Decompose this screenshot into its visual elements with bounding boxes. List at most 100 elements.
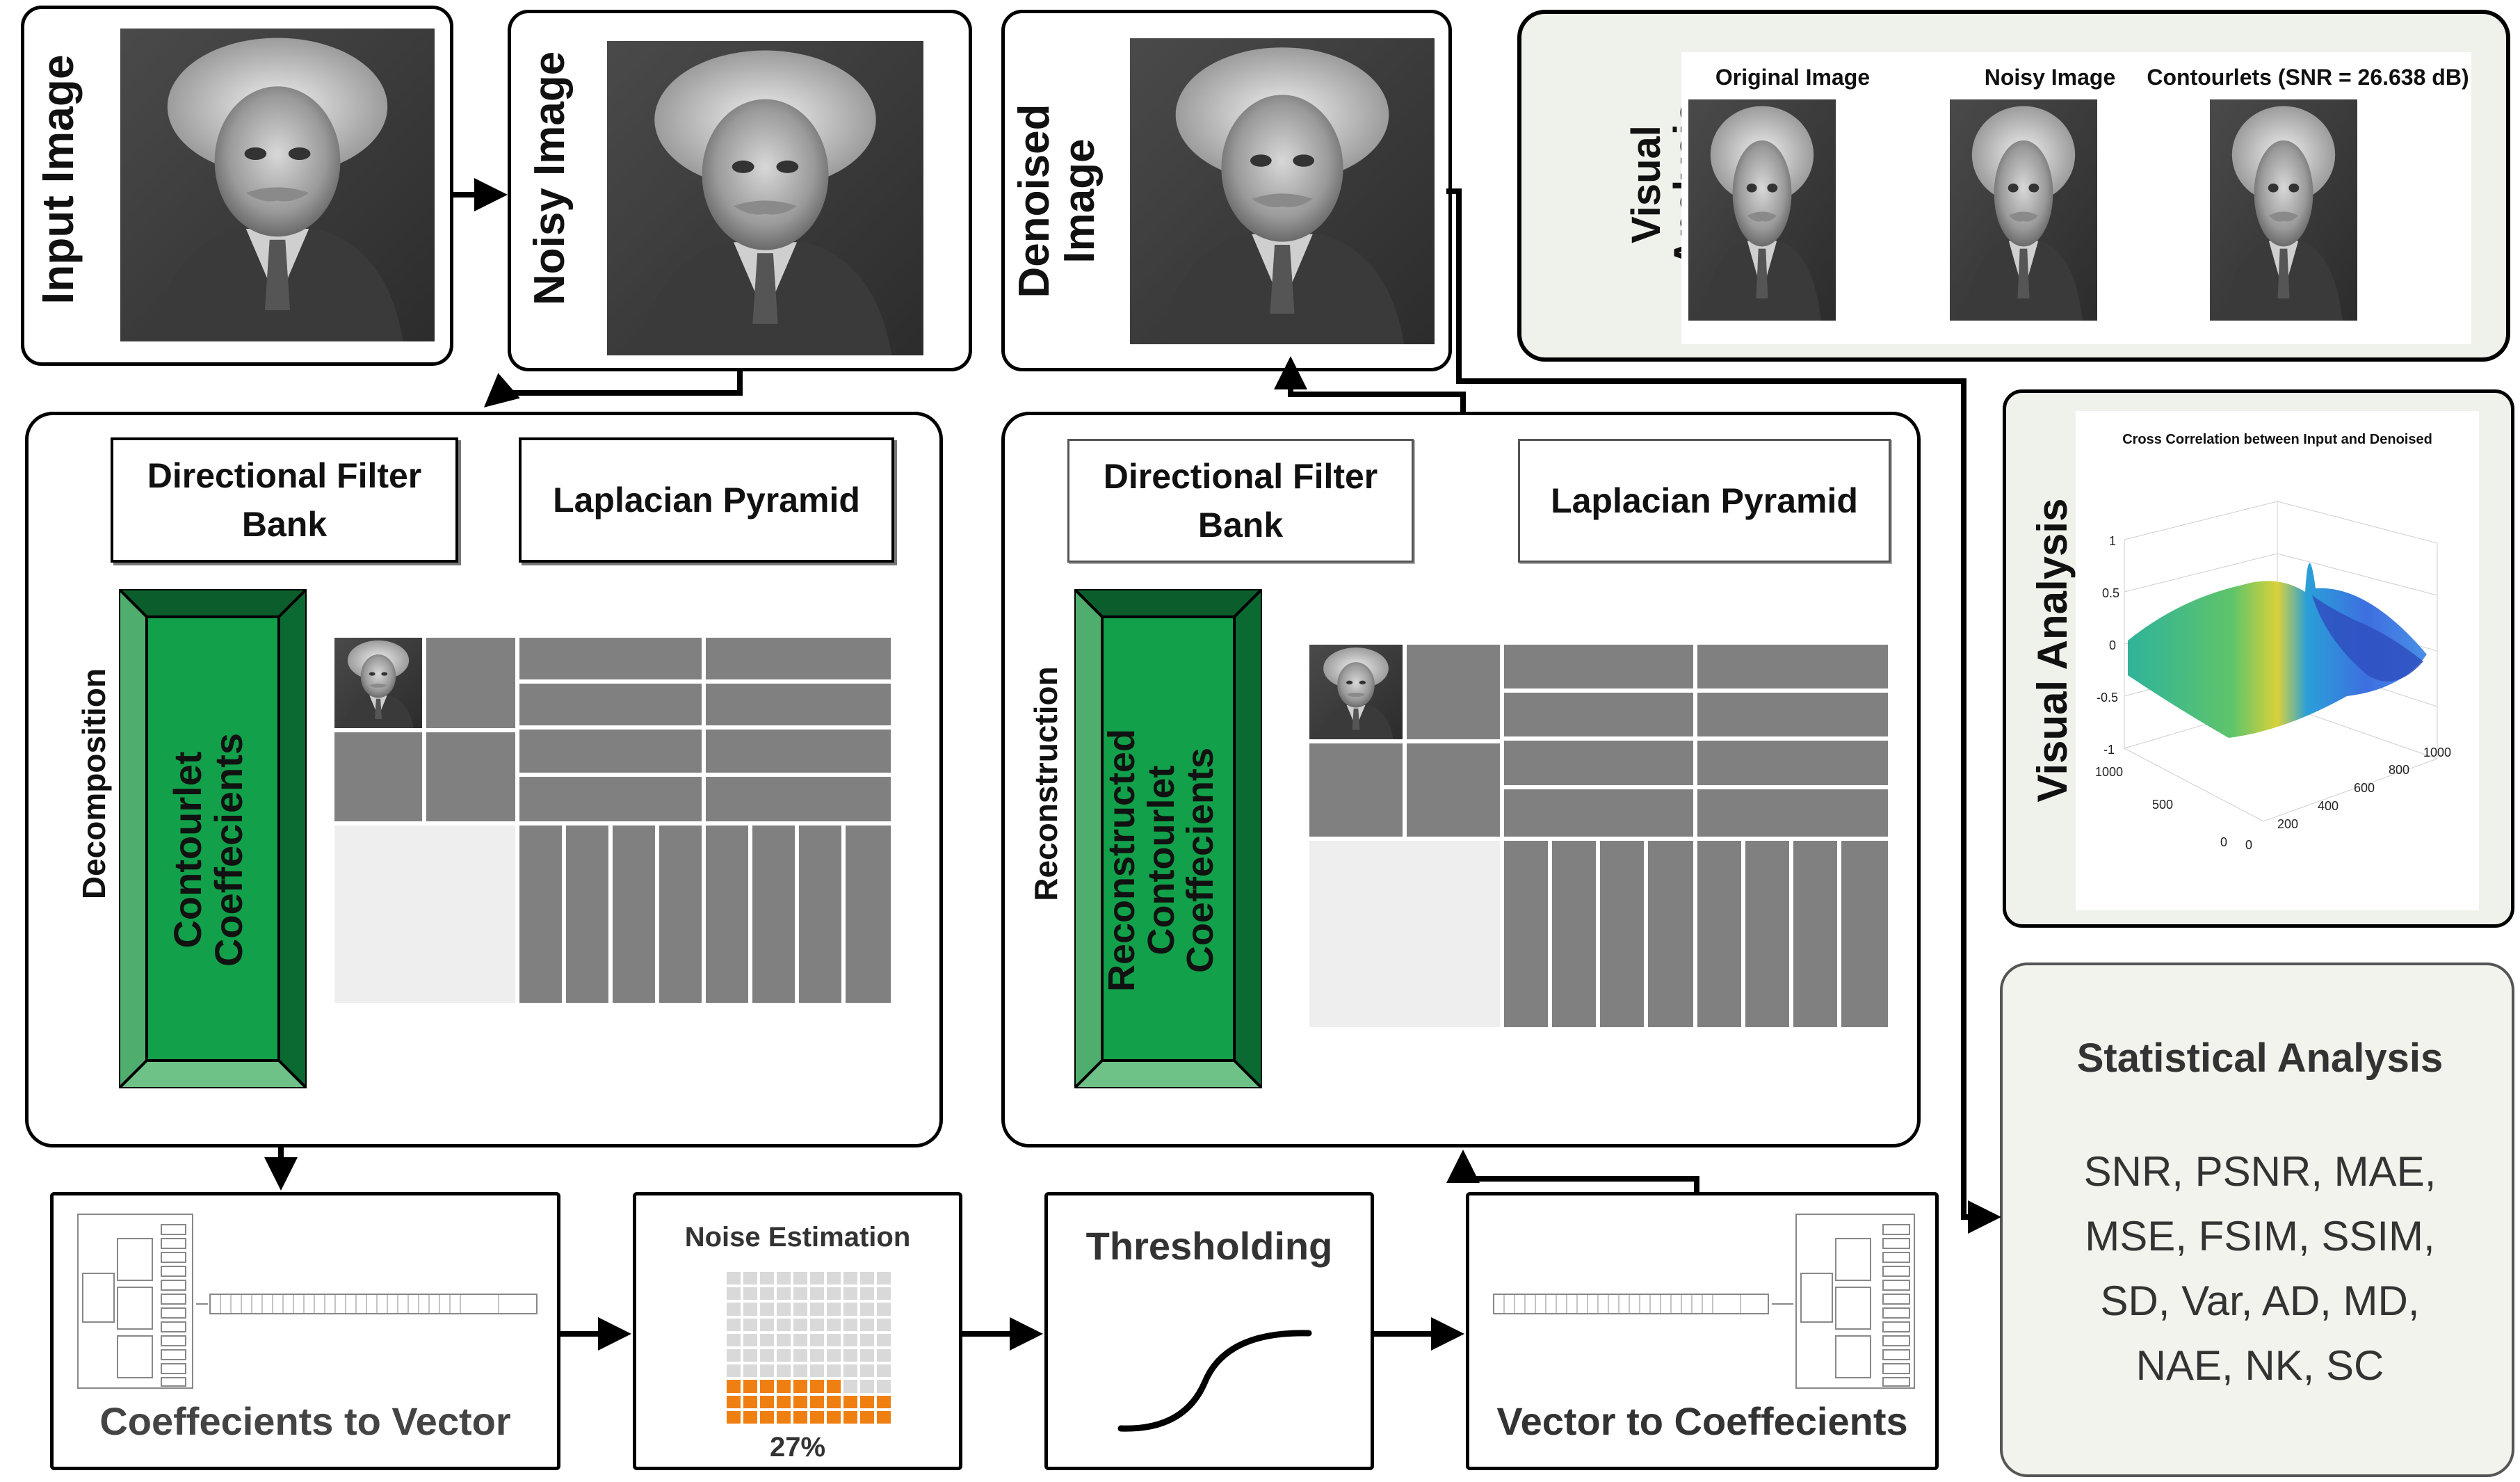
- waffle-cell: [793, 1395, 807, 1408]
- waffle-cell: [810, 1395, 824, 1408]
- noisy-image-photo: [607, 41, 923, 355]
- waffle-cell: [777, 1287, 791, 1300]
- waffle-cell: [743, 1348, 757, 1362]
- statistical-analysis-panel: Statistical Analysis SNR, PSNR, MAE, MSE…: [2000, 963, 2514, 1477]
- z-tick-3: 0: [2109, 638, 2116, 652]
- waffle-cell: [743, 1287, 757, 1300]
- y-tick-3: 400: [2318, 799, 2339, 813]
- waffle-cell: [727, 1364, 741, 1378]
- caption-contourlets: Contourlets (SNR = 26.638 dB): [2147, 65, 2469, 90]
- recon-coef-mosaic: [1309, 645, 1888, 1027]
- y-tick-2: 200: [2277, 817, 2298, 831]
- noise-waffle-chart: [727, 1272, 891, 1424]
- waffle-cell: [793, 1410, 807, 1424]
- x-tick-3: 0: [2220, 835, 2227, 849]
- waffle-cell: [843, 1380, 857, 1393]
- waffle-cell: [810, 1272, 824, 1285]
- denoised-label-line2: Image: [1056, 138, 1104, 264]
- waffle-cell: [760, 1410, 774, 1424]
- waffle-cell: [793, 1318, 807, 1331]
- input-image-panel: Input Image: [21, 6, 453, 366]
- z-tick-1: 1: [2109, 534, 2116, 548]
- waffle-cell: [793, 1348, 807, 1362]
- waffle-cell: [810, 1410, 824, 1424]
- waffle-cell: [810, 1380, 824, 1393]
- waffle-cell: [860, 1364, 874, 1378]
- z-tick-2: 0.5: [2102, 586, 2119, 600]
- waffle-cell: [760, 1348, 774, 1362]
- waffle-cell: [743, 1380, 757, 1393]
- visual-top-line1: Visual: [1624, 125, 1669, 243]
- waffle-cell: [877, 1333, 891, 1346]
- compare-noisy-photo: [1950, 99, 2097, 321]
- denoised-label-line1: Denoised: [1010, 104, 1058, 298]
- waffle-cell: [843, 1395, 857, 1408]
- lp-header-recon: Laplacian Pyramid: [1518, 439, 1891, 563]
- thresholding-box: Thresholding: [1044, 1192, 1374, 1470]
- waffle-cell: [827, 1410, 841, 1424]
- waffle-cell: [877, 1410, 891, 1424]
- compare-original-photo: [1688, 99, 1836, 321]
- contourlet-coefficients-block: Contourlet Coeffecients: [115, 586, 310, 1092]
- waffle-cell: [827, 1287, 841, 1300]
- mosaic-lowpass-photo: [1309, 645, 1403, 739]
- plot-title: Cross Correlation between Input and Deno…: [2122, 432, 2432, 447]
- waffle-cell: [810, 1364, 824, 1378]
- waffle-cell: [827, 1395, 841, 1408]
- surface-plot-svg: 1 0.5 0 -0.5 -1 1000 500 0 0 200 400 600…: [2095, 501, 2451, 852]
- visual-compare-figure: Original Image Noisy Image Contourlets (…: [1681, 52, 2471, 344]
- denoised-image-label: Denoised Image: [1010, 69, 1109, 333]
- metrics-line3: SD, Var, AD, MD,: [2100, 1278, 2420, 1324]
- y-tick-5: 800: [2389, 763, 2409, 777]
- waffle-cell: [727, 1287, 741, 1300]
- denoised-image-panel: Denoised Image: [1001, 10, 1452, 371]
- y-tick-1: 0: [2245, 838, 2252, 852]
- x-tick-2: 500: [2152, 798, 2173, 812]
- decomposition-label: Decomposition: [76, 668, 112, 900]
- noise-estimation-label: Noise Estimation: [684, 1222, 911, 1253]
- waffle-cell: [810, 1287, 824, 1300]
- waffle-cell: [877, 1287, 891, 1300]
- waffle-cell: [760, 1287, 774, 1300]
- coef-to-vector-label: Coeffecients to Vector: [99, 1399, 511, 1443]
- waffle-cell: [827, 1303, 841, 1316]
- input-image-photo: [120, 29, 435, 341]
- x-tick-1: 1000: [2095, 765, 2123, 779]
- waffle-cell: [743, 1395, 757, 1408]
- contourlet-coef-label: Contourlet Coeffecients: [165, 669, 258, 1031]
- z-tick-5: -1: [2103, 743, 2115, 757]
- dfb-line2: Bank: [241, 505, 328, 544]
- waffle-cell: [793, 1380, 807, 1393]
- waffle-cell: [860, 1303, 874, 1316]
- z-tick-4: -0.5: [2097, 691, 2118, 704]
- waffle-cell: [760, 1272, 774, 1285]
- coef-to-vector-box: Coeffecients to Vector: [50, 1192, 560, 1470]
- reconstruction-label: Reconstruction: [1028, 666, 1064, 901]
- noise-estimation-box: Noise Estimation 27%: [633, 1192, 962, 1470]
- coef-line2: Coeffecients: [206, 732, 250, 967]
- caption-original: Original Image: [1715, 65, 1871, 90]
- waffle-cell: [827, 1272, 841, 1285]
- waffle-cell: [743, 1410, 757, 1424]
- waffle-cell: [743, 1303, 757, 1316]
- waffle-cell: [843, 1287, 857, 1300]
- waffle-cell: [777, 1303, 791, 1316]
- waffle-cell: [777, 1272, 791, 1285]
- waffle-cell: [860, 1348, 874, 1362]
- metrics-line1: SNR, PSNR, MAE,: [2083, 1148, 2437, 1195]
- waffle-cell: [810, 1333, 824, 1346]
- y-tick-6: 1000: [2423, 746, 2451, 759]
- thresholding-label: Thresholding: [1085, 1224, 1333, 1268]
- metrics-line2: MSE, FSIM, SSIM,: [2085, 1213, 2435, 1259]
- visual-analysis-3d-label: Visual Analysis: [2029, 498, 2076, 803]
- waffle-cell: [877, 1272, 891, 1285]
- waffle-cell: [877, 1318, 891, 1331]
- noisy-image-panel: Noisy Image: [508, 10, 972, 371]
- waffle-cell: [860, 1410, 874, 1424]
- lp-header-decomp: Laplacian Pyramid: [519, 437, 894, 563]
- waffle-cell: [727, 1395, 741, 1408]
- waffle-cell: [777, 1410, 791, 1424]
- waffle-cell: [877, 1303, 891, 1316]
- waffle-cell: [827, 1348, 841, 1362]
- waffle-cell: [877, 1395, 891, 1408]
